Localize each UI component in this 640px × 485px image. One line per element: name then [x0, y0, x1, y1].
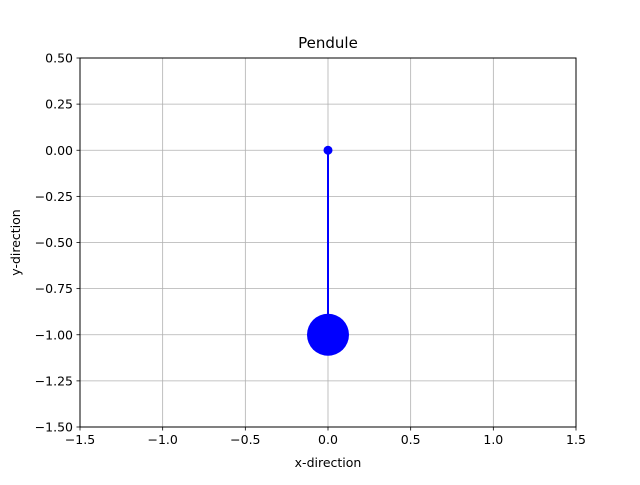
y-tick-label: −0.50 [35, 235, 73, 250]
y-tick-label: 0.00 [45, 143, 73, 158]
y-tick-label: −1.50 [35, 420, 73, 435]
data-marks [307, 145, 349, 356]
y-tick-label: −1.00 [35, 327, 73, 342]
x-tick-label: −0.5 [230, 432, 260, 447]
axis-ticks: −1.5 −1.0 −0.5 0.0 0.5 1.0 1.5 0.50 0.25 0.00 −0.2… [35, 51, 586, 448]
y-tick-label: −0.25 [35, 189, 73, 204]
x-tick-label: −1.0 [147, 432, 177, 447]
y-axis-label: y-direction [8, 209, 23, 275]
x-tick-label: −1.5 [65, 432, 95, 447]
y-tick-label: 0.25 [45, 97, 73, 112]
y-tick-label: −0.75 [35, 281, 73, 296]
x-tick-label: 1.0 [483, 432, 503, 447]
chart-title: Pendule [298, 34, 358, 52]
pivot-point [323, 145, 333, 155]
x-tick-label: 1.5 [566, 432, 586, 447]
y-tick-label: 0.50 [45, 51, 73, 66]
x-tick-label: 0.0 [318, 432, 338, 447]
pendulum-bob [307, 313, 349, 356]
y-tick-label: −1.25 [35, 373, 73, 388]
x-tick-label: 0.5 [401, 432, 421, 447]
x-axis-label: x-direction [295, 455, 362, 470]
